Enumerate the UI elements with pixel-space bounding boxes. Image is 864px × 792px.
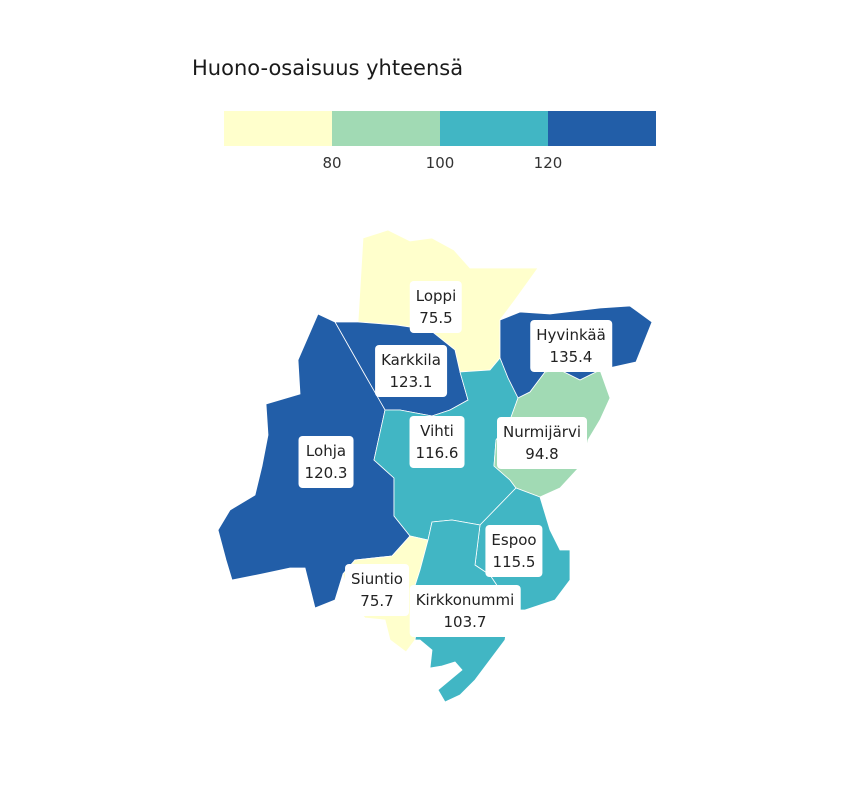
legend-bin-4: [548, 111, 656, 146]
legend-ticks: 80 100 120: [224, 146, 656, 176]
region-name-hyvinkaa: Hyvinkää: [536, 326, 606, 344]
region-label-espoo: Espoo 115.5: [485, 525, 543, 577]
legend-bin-1: [224, 111, 332, 146]
region-label-kirkkonummi: Kirkkonummi 103.7: [409, 585, 521, 637]
region-value-vihti: 116.6: [415, 444, 459, 462]
region-label-siuntio: Siuntio 75.7: [345, 564, 409, 616]
region-value-loppi: 75.5: [419, 309, 453, 327]
legend-tick-120: 120: [533, 154, 563, 172]
region-label-hyvinkaa: Hyvinkää 135.4: [530, 320, 612, 372]
region-name-kirkkonummi: Kirkkonummi: [415, 591, 515, 609]
region-value-siuntio: 75.7: [360, 592, 394, 610]
region-value-espoo: 115.5: [492, 553, 536, 571]
region-value-nurmijarvi: 94.8: [525, 445, 559, 463]
legend-bin-3: [440, 111, 548, 146]
color-legend: 80 100 120: [224, 111, 656, 191]
region-label-nurmijarvi: Nurmijärvi 94.8: [497, 417, 587, 469]
legend-color-bar: [224, 111, 656, 146]
legend-bin-2: [332, 111, 440, 146]
region-name-espoo: Espoo: [491, 531, 537, 549]
region-value-karkkila: 123.1: [389, 373, 433, 391]
region-value-lohja: 120.3: [304, 464, 348, 482]
region-label-loppi: Loppi 75.5: [409, 281, 463, 333]
region-name-lohja: Lohja: [305, 442, 347, 460]
region-label-vihti: Vihti 116.6: [409, 416, 465, 468]
region-label-lohja: Lohja 120.3: [298, 436, 354, 488]
region-name-siuntio: Siuntio: [351, 570, 403, 588]
region-name-karkkila: Karkkila: [381, 351, 441, 369]
legend-tick-80: 80: [322, 154, 342, 172]
region-name-vihti: Vihti: [420, 422, 454, 440]
region-label-karkkila: Karkkila 123.1: [375, 345, 447, 397]
legend-tick-100: 100: [425, 154, 455, 172]
region-name-nurmijarvi: Nurmijärvi: [503, 423, 581, 441]
region-name-loppi: Loppi: [415, 287, 457, 305]
map-title: Huono-osaisuus yhteensä: [192, 56, 464, 80]
region-value-hyvinkaa: 135.4: [549, 348, 593, 366]
region-value-kirkkonummi: 103.7: [443, 613, 487, 631]
